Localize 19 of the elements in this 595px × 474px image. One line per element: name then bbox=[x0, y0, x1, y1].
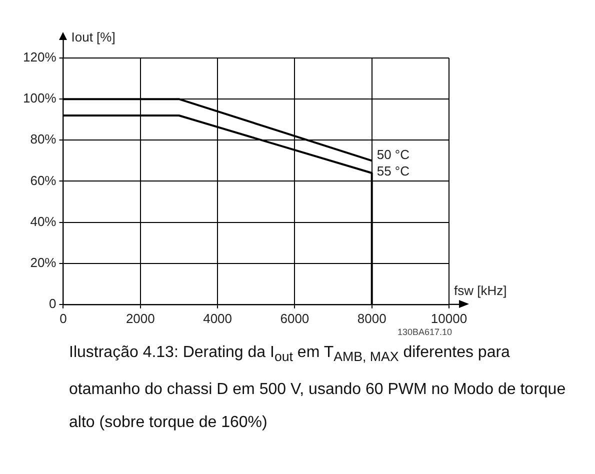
y-axis-title: Iout [%] bbox=[71, 30, 116, 45]
y-tick-label: 120% bbox=[23, 50, 57, 65]
y-tick-label: 60% bbox=[30, 172, 57, 188]
y-tick-label: 100% bbox=[23, 90, 57, 106]
y-tick-label: 80% bbox=[30, 132, 57, 147]
y-tick-label: 20% bbox=[30, 254, 57, 270]
text: 130BA617.10 bbox=[397, 326, 452, 337]
y-tick-label: 0 bbox=[49, 296, 56, 311]
x-tick-label: 6000 bbox=[280, 310, 310, 326]
x-tick-label: 10000 bbox=[430, 310, 468, 326]
x-tick-label: 2000 bbox=[126, 310, 155, 326]
text: Ilustração 4.13: Derating da I$_{out}$ em T$_{AMB, MAX}$ diferentes para otamanho do chassi D em 500 V, usando 60 PWM no Modo de torque alto (sobre torque de 160%) bbox=[69, 344, 566, 432]
series-label: 55 °C bbox=[376, 164, 410, 179]
series-label: 50 °C bbox=[376, 147, 410, 162]
x-axis-title: fsw [kHz] bbox=[454, 282, 507, 298]
x-tick-label: 4000 bbox=[203, 310, 232, 326]
y-tick-label: 40% bbox=[30, 214, 57, 229]
x-tick-label: 0 bbox=[60, 310, 67, 326]
x-tick-label: 8000 bbox=[357, 310, 386, 326]
